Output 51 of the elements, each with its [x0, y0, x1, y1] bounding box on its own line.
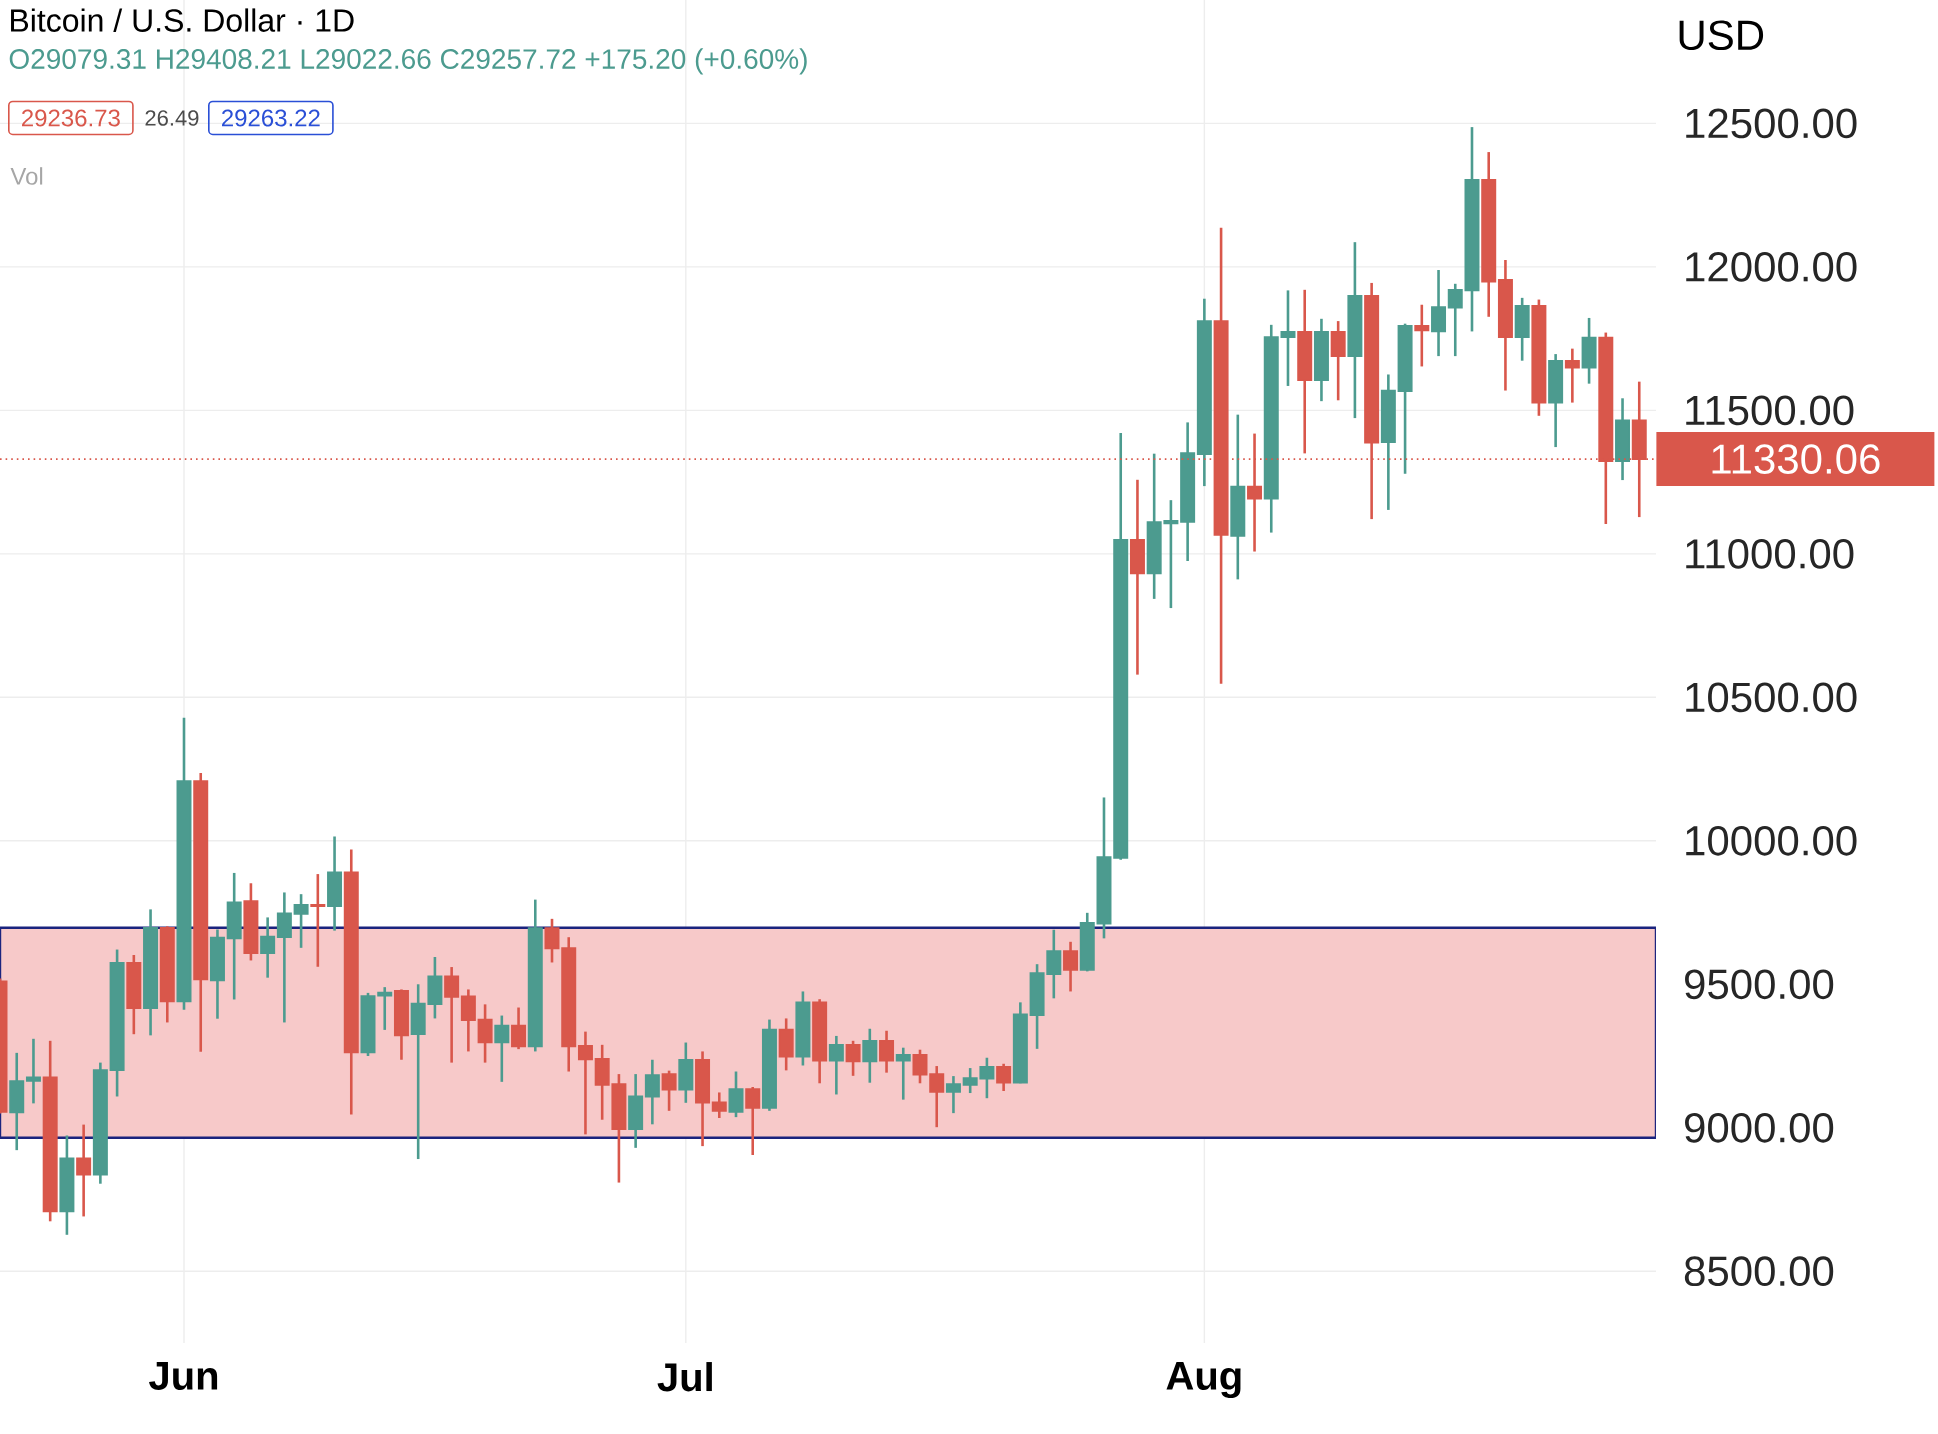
y-tick-label: 12000.00	[1686, 251, 1857, 282]
candlestick	[444, 965, 460, 1064]
candlestick	[745, 1085, 761, 1157]
ref-line-label: 11330.06	[1712, 444, 1880, 474]
candlestick	[25, 1037, 41, 1105]
candlestick	[460, 988, 476, 1053]
y-tick-label: 8500.00	[1684, 1256, 1834, 1287]
candlestick	[1063, 940, 1079, 993]
candlestick	[477, 1003, 493, 1064]
candlestick	[76, 1123, 92, 1218]
candlestick	[912, 1048, 928, 1085]
text: O29079.31 H29408.21 L29022.66 C29257.72 +175.20 (+0.60%)	[9, 48, 807, 75]
candlestick	[260, 916, 276, 979]
y-tick-label: 9000.00	[1685, 1112, 1834, 1143]
candlestick	[377, 985, 393, 1032]
candlestick	[945, 1074, 961, 1115]
y-tick-label: 11000.00	[1686, 538, 1854, 569]
candlestick	[828, 1034, 844, 1096]
annotation: Vol	[10, 167, 43, 185]
y-tick-label: 11500.00	[1686, 395, 1854, 426]
candlestick	[661, 1069, 677, 1113]
candlestick	[293, 892, 309, 950]
candlestick	[895, 1046, 911, 1101]
annotation: 29263.22	[222, 109, 320, 127]
candlestick	[862, 1027, 878, 1085]
x-tick-label: Jun	[149, 1362, 218, 1390]
candlestick	[494, 1014, 510, 1084]
candlestick	[845, 1039, 861, 1078]
x-tick-label: Aug	[1166, 1362, 1241, 1399]
candlestick	[310, 872, 326, 969]
candlestick	[1414, 303, 1430, 368]
candlestick	[577, 1030, 593, 1136]
candlestick	[879, 1029, 895, 1074]
y-axis-title: USD	[1679, 20, 1764, 51]
candlestick	[929, 1064, 945, 1129]
annotation: 29236.73	[22, 109, 120, 127]
candlestick	[728, 1070, 744, 1119]
candlestick	[711, 1091, 727, 1120]
candlestick	[276, 891, 292, 1024]
y-tick-label: 9500.00	[1685, 969, 1834, 1000]
y-tick-label: 10000.00	[1686, 825, 1857, 856]
annotation: 26.49	[145, 110, 199, 126]
chart-title: Bitcoin / U.S. Dollar · 1D	[11, 8, 354, 32]
candlestick	[511, 1006, 527, 1051]
y-tick-label: 12500.00	[1686, 108, 1857, 139]
candlestick	[644, 1058, 660, 1126]
y-tick-label: 10500.00	[1686, 682, 1857, 713]
candlestick	[996, 1062, 1012, 1093]
candlestick	[1564, 347, 1580, 404]
candlestick	[544, 917, 560, 964]
x-tick-label: Jul	[657, 1362, 712, 1392]
